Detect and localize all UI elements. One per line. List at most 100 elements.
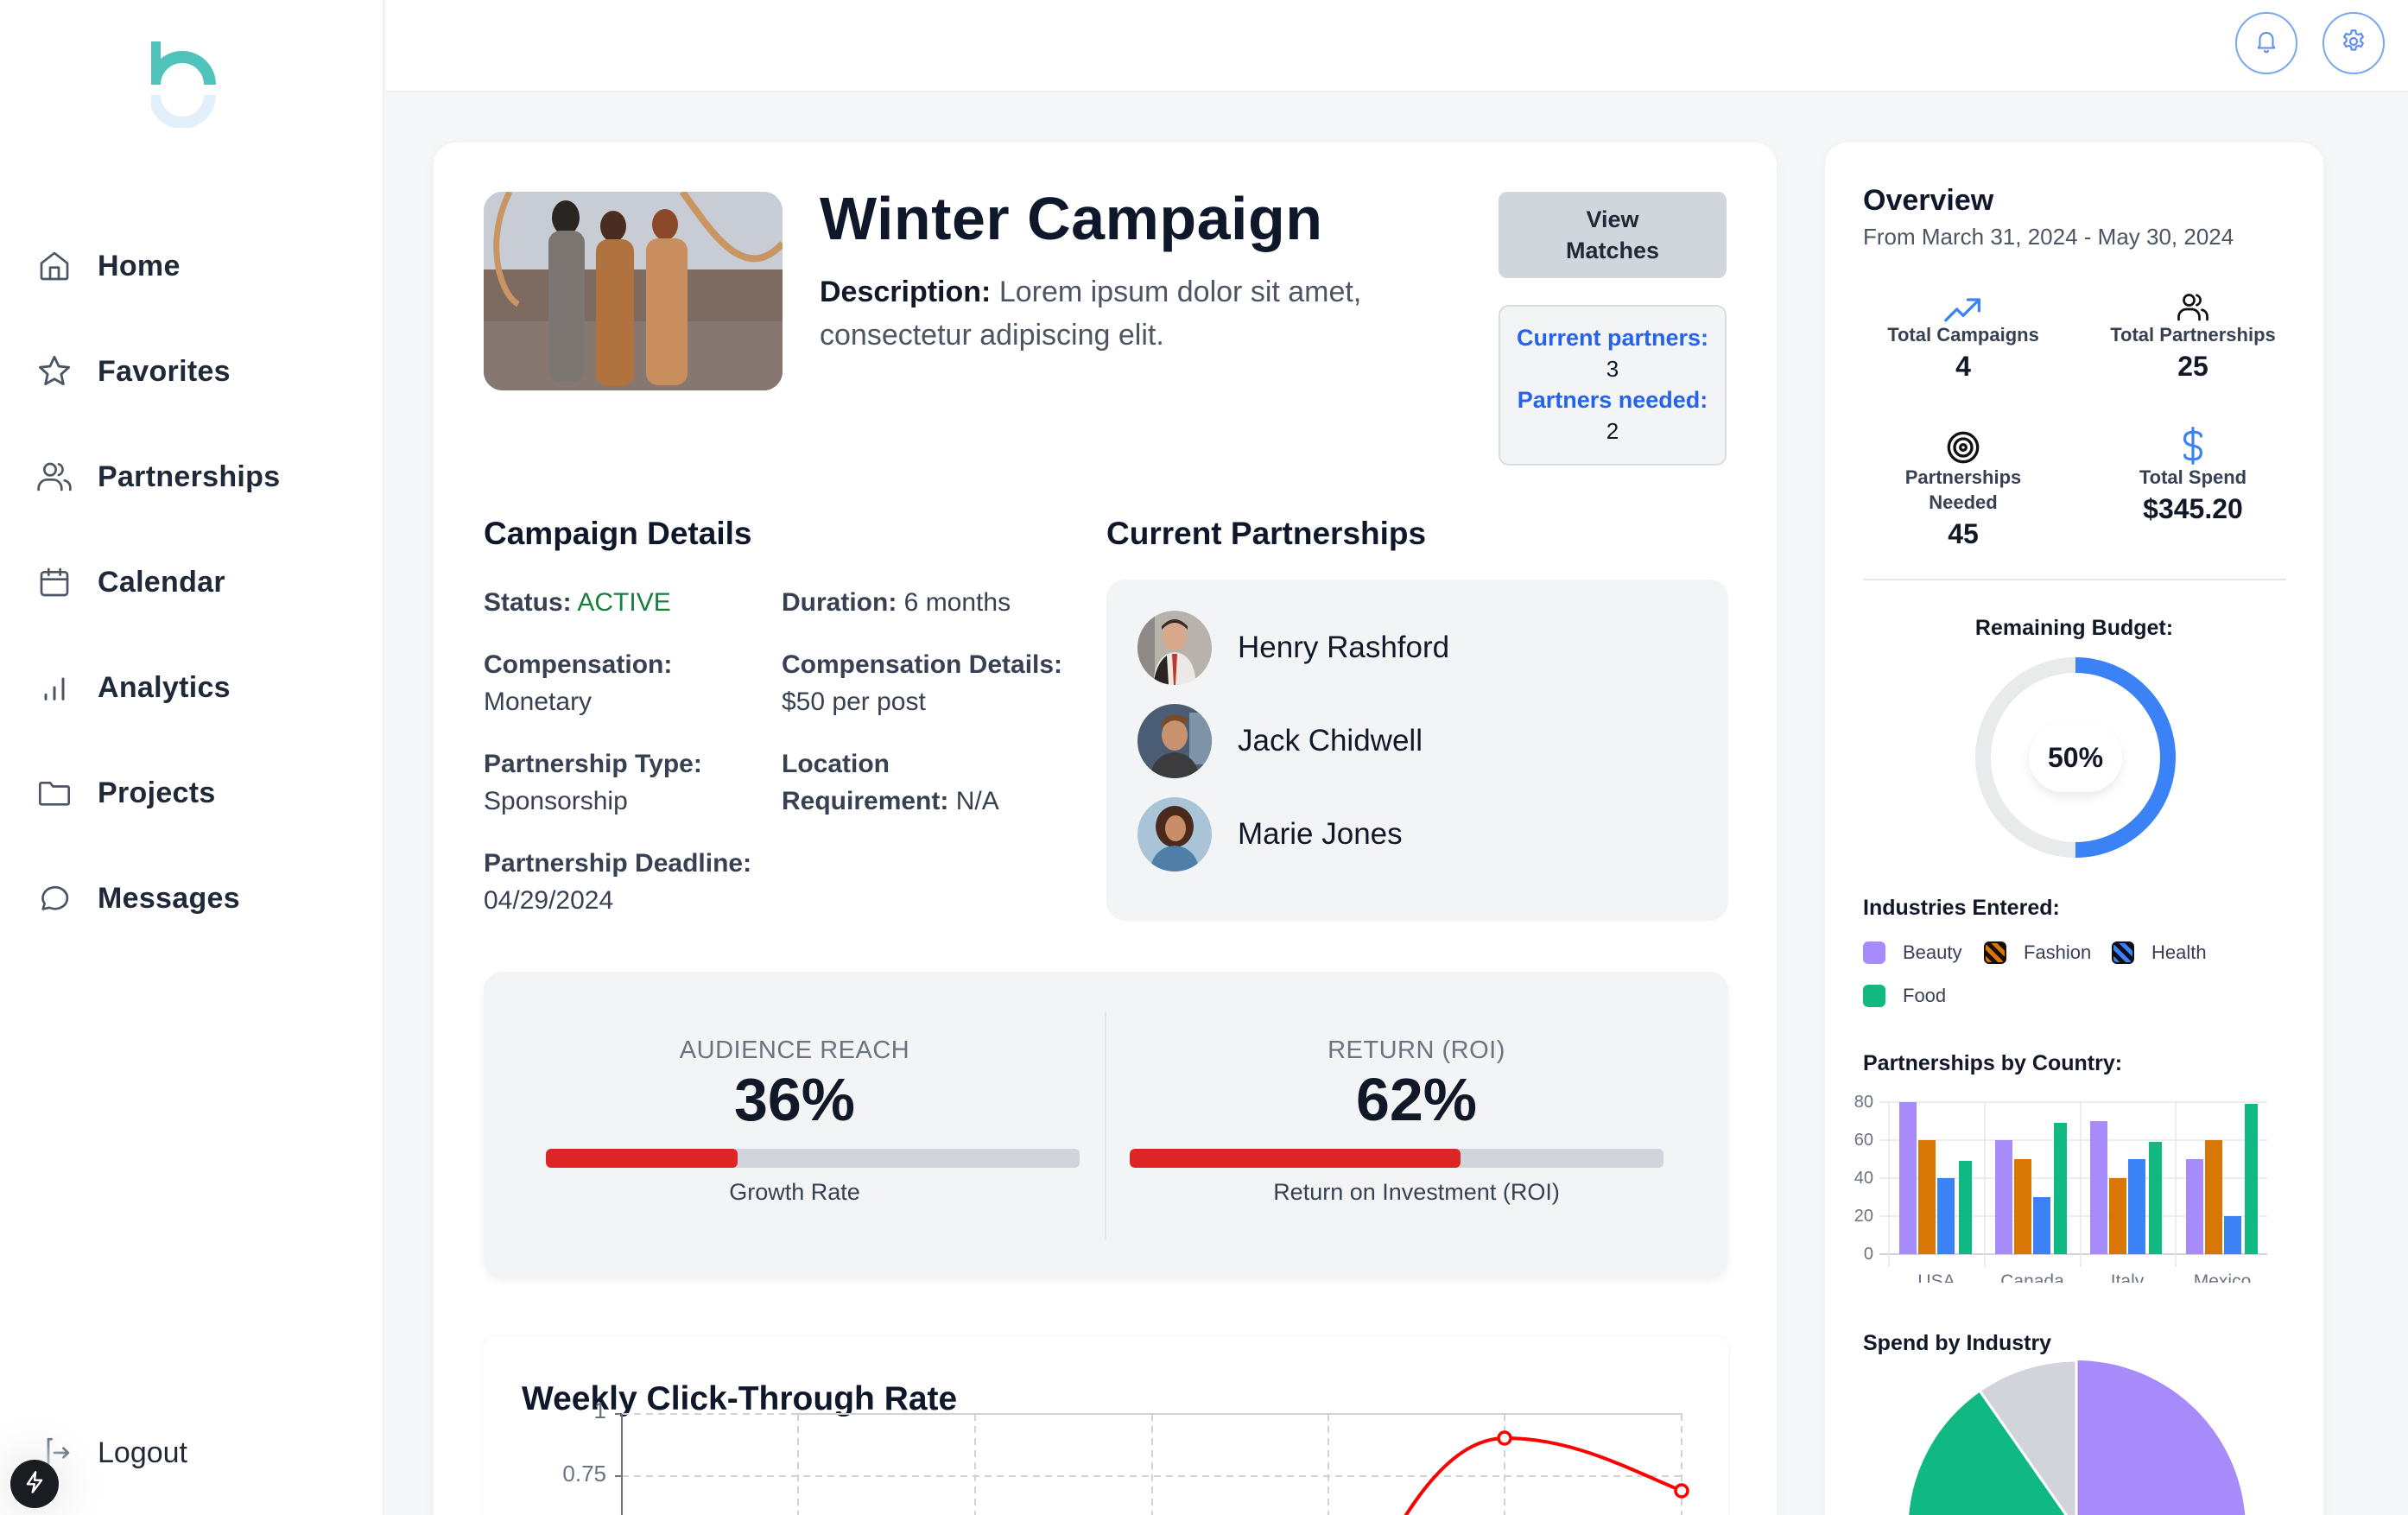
sidebar: Home Favorites Partnerships Calendar Ana… xyxy=(0,0,384,1515)
quick-action-button[interactable] xyxy=(10,1460,59,1508)
metric-sublabel: Return on Investment (ROI) xyxy=(1273,1179,1560,1205)
sidebar-item-calendar[interactable]: Calendar xyxy=(35,556,225,608)
compensation-details-label: Compensation Details: xyxy=(782,650,1063,679)
list-item[interactable]: Henry Rashford xyxy=(1137,611,1449,685)
metrics-panel: AUDIENCE REACH 36% Growth Rate RETURN (R… xyxy=(484,972,1728,1276)
users-icon xyxy=(35,457,74,497)
bell-icon xyxy=(2253,28,2279,60)
current-partners-value: 3 xyxy=(1606,356,1619,382)
industries-title: Industries Entered: xyxy=(1863,896,2060,920)
settings-button[interactable] xyxy=(2322,12,2385,74)
legend-item-health[interactable]: Health xyxy=(2112,941,2207,964)
spend-by-industry-pie xyxy=(1907,1360,2246,1515)
legend-label: Food xyxy=(1903,985,1947,1006)
duration-field: Duration: 6 months xyxy=(782,584,1011,621)
partnerships-by-country-chart: 80 60 40 20 0 xyxy=(1854,1093,1873,1264)
x-tick: Canada xyxy=(2000,1271,2064,1283)
legend-item-food[interactable]: Food xyxy=(1863,985,1946,1007)
current-partnerships-title: Current Partnerships xyxy=(1106,516,1427,551)
remaining-budget-title: Remaining Budget: xyxy=(1974,616,2174,640)
ctr-chart-card: Weekly Click-Through Rate 1 0.75 xyxy=(484,1337,1728,1515)
svg-text:60: 60 xyxy=(1854,1131,1873,1150)
calendar-icon xyxy=(35,562,74,602)
remaining-budget-value: 50% xyxy=(2029,723,2122,792)
campaign-description: Description: Lorem ipsum dolor sit amet,… xyxy=(820,270,1407,357)
avatar xyxy=(1137,611,1212,685)
partnership-type-field: Partnership Type: Sponsorship xyxy=(484,745,760,820)
stat-total-partnerships: Total Partnerships 25 xyxy=(2078,281,2308,385)
stat-value: $345.20 xyxy=(2143,493,2243,524)
compensation-details-field: Compensation Details: $50 per post xyxy=(782,646,1067,720)
sidebar-item-projects[interactable]: Projects xyxy=(35,767,216,819)
view-matches-button[interactable]: View Matches xyxy=(1499,192,1727,278)
star-icon xyxy=(35,352,74,391)
overview-title: Overview xyxy=(1863,184,1994,217)
sidebar-item-label: Analytics xyxy=(98,670,231,704)
sidebar-item-label: Calendar xyxy=(98,565,225,599)
swatch xyxy=(1984,941,2006,964)
notifications-button[interactable] xyxy=(2235,12,2297,74)
avatar xyxy=(1137,704,1212,778)
progress-fill xyxy=(546,1149,738,1168)
description-label: Description: xyxy=(820,276,992,308)
deadline-value: 04/29/2024 xyxy=(484,886,614,915)
legend-item-fashion[interactable]: Fashion xyxy=(1984,941,2091,964)
target-icon xyxy=(1848,423,2078,465)
view-matches-label: View Matches xyxy=(1565,206,1660,263)
gear-icon xyxy=(2340,28,2367,60)
svg-text:20: 20 xyxy=(1854,1207,1873,1226)
svg-text:0: 0 xyxy=(1864,1245,1873,1264)
divider xyxy=(1863,579,2286,580)
x-tick: Mexico xyxy=(2194,1271,2252,1283)
partnerships-list: Henry Rashford Jack Chidwell Marie Jones xyxy=(1106,580,1728,921)
brand-logo[interactable] xyxy=(149,41,220,129)
deadline-field: Partnership Deadline: 04/29/2024 xyxy=(484,845,795,919)
partner-name: Jack Chidwell xyxy=(1238,724,1423,758)
svg-text:40: 40 xyxy=(1854,1169,1873,1188)
sidebar-item-favorites[interactable]: Favorites xyxy=(35,345,231,397)
roi-metric: RETURN (ROI) 62% Return on Investment (R… xyxy=(1106,972,1727,1276)
duration-value: 6 months xyxy=(903,588,1011,617)
campaign-details-title: Campaign Details xyxy=(484,516,752,551)
stat-value: 45 xyxy=(1948,518,1979,549)
lightning-icon xyxy=(22,1469,47,1499)
status-label: Status: xyxy=(484,588,572,617)
stat-label: Total Campaigns xyxy=(1887,324,2039,345)
compensation-field: Compensation: Monetary xyxy=(484,646,760,720)
list-item[interactable]: Jack Chidwell xyxy=(1137,704,1423,778)
sidebar-item-partnerships[interactable]: Partnerships xyxy=(35,451,280,503)
sidebar-item-home[interactable]: Home xyxy=(35,240,181,292)
partners-needed-value: 2 xyxy=(1606,418,1619,444)
compensation-value: Monetary xyxy=(484,688,592,716)
stat-value: 25 xyxy=(2177,351,2208,382)
users-icon xyxy=(2078,281,2308,322)
metric-value: 62% xyxy=(1355,1066,1478,1133)
list-item[interactable]: Marie Jones xyxy=(1137,797,1403,872)
swatch xyxy=(1863,985,1885,1007)
sidebar-item-analytics[interactable]: Analytics xyxy=(35,662,231,713)
legend-label: Fashion xyxy=(2024,941,2092,963)
sidebar-item-label: Partnerships xyxy=(98,460,281,493)
spend-by-industry-title: Spend by Industry xyxy=(1863,1331,2052,1355)
sidebar-item-label: Home xyxy=(98,249,181,282)
audience-reach-metric: AUDIENCE REACH 36% Growth Rate xyxy=(484,972,1106,1276)
legend-label: Health xyxy=(2151,941,2207,963)
logout-label: Logout xyxy=(98,1436,187,1469)
metric-label: RETURN (ROI) xyxy=(1328,1036,1505,1064)
svg-text:80: 80 xyxy=(1854,1093,1873,1112)
folder-icon xyxy=(35,773,74,813)
sidebar-item-label: Favorites xyxy=(98,354,231,388)
sidebar-item-messages[interactable]: Messages xyxy=(35,872,240,924)
compensation-details-value: $50 per post xyxy=(782,688,926,716)
legend-item-beauty[interactable]: Beauty xyxy=(1863,941,1962,964)
campaign-title: Winter Campaign xyxy=(820,185,1323,252)
metric-value: 36% xyxy=(733,1066,856,1133)
y-tick: 0.75 xyxy=(562,1461,606,1486)
remaining-budget-donut xyxy=(1975,657,2176,858)
logout-button[interactable]: Logout xyxy=(35,1427,187,1479)
progress-bar xyxy=(546,1149,1080,1168)
dollar-icon xyxy=(2078,423,2308,465)
legend-label: Beauty xyxy=(1903,941,1962,963)
metric-label: AUDIENCE REACH xyxy=(679,1036,910,1064)
metric-sublabel: Growth Rate xyxy=(729,1179,860,1205)
